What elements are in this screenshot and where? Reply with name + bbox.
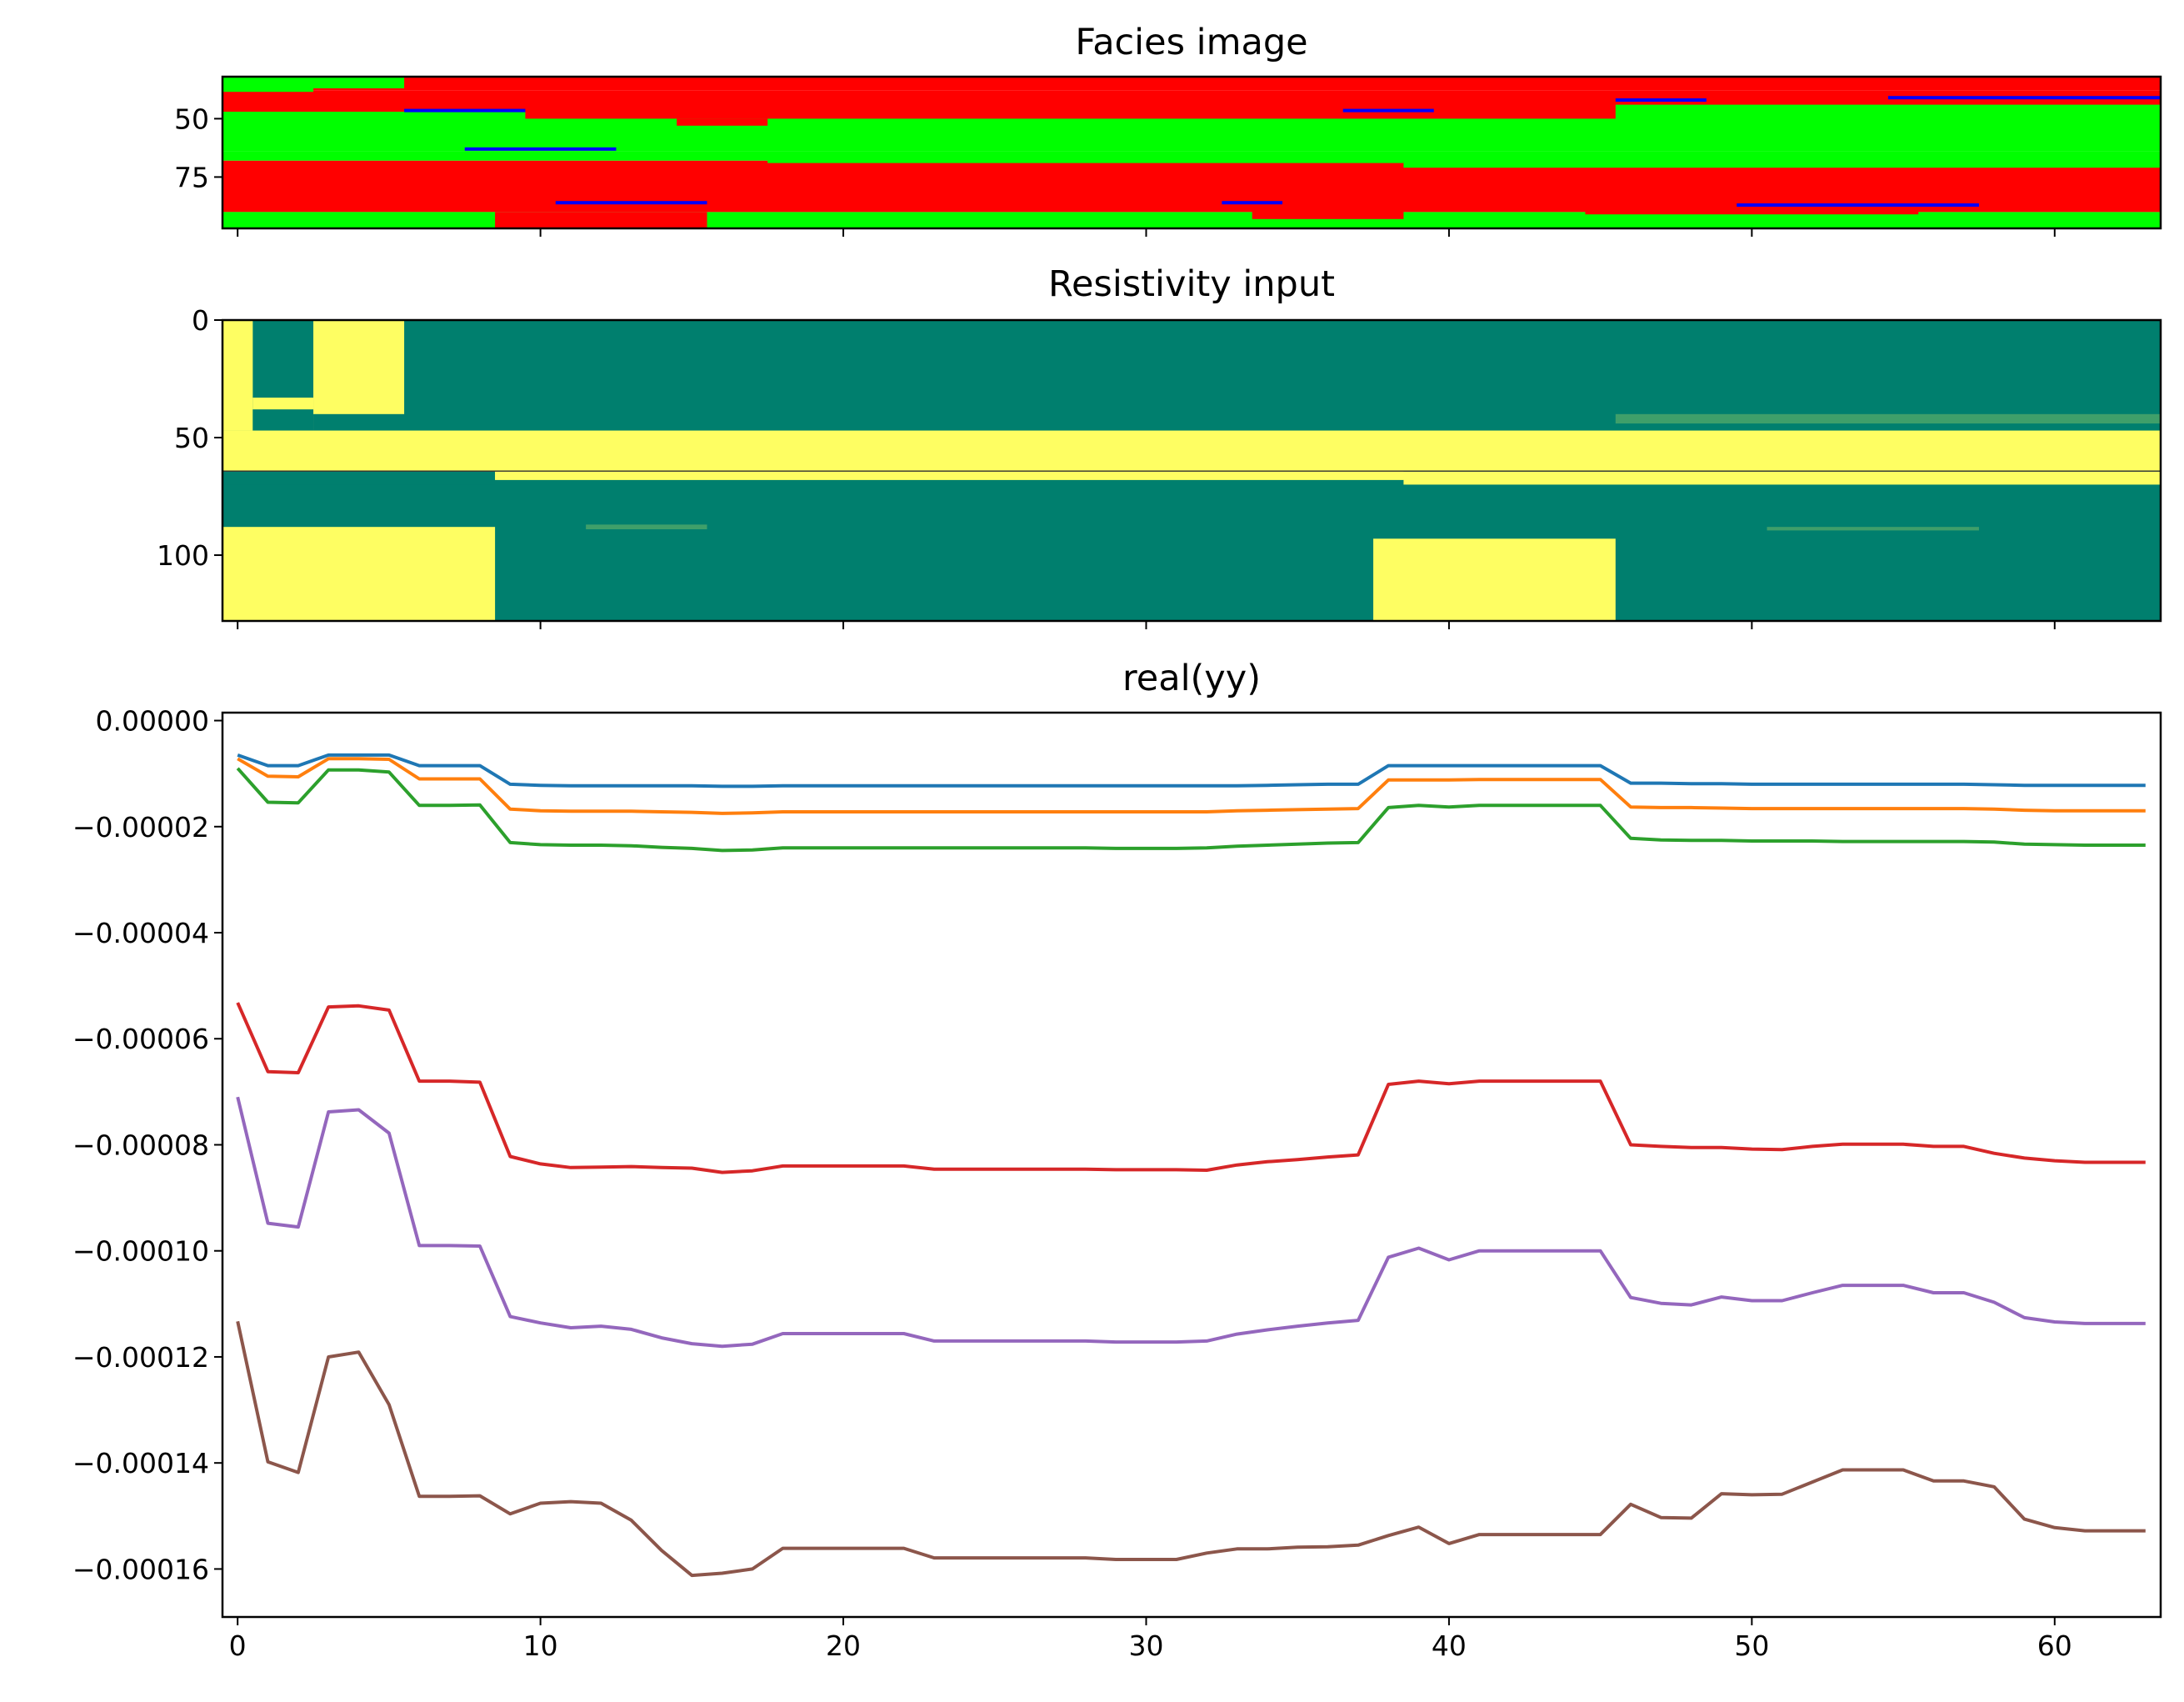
facies-panel: Facies image 50 75: [174, 22, 2162, 237]
resistivity-title: Resistivity input: [1048, 263, 1335, 305]
realyy-ytick-label-7: −0.00014: [72, 1447, 209, 1479]
series-line-5: [236, 1320, 2146, 1578]
facies-blue-layer-2: [464, 147, 617, 151]
facies-ytick-label-1: 75: [174, 161, 209, 193]
realyy-xtick-label-2: 20: [826, 1629, 861, 1662]
realyy-ytick-label-4: −0.00008: [72, 1129, 209, 1161]
facies-axes: 50 75: [174, 103, 2056, 237]
facies-image: [222, 77, 2161, 228]
facies-variation-4: [1615, 104, 2161, 112]
res-thin-line: [222, 470, 2161, 472]
resistivity-frame: [221, 318, 2162, 623]
facies-blue-layer-6: [1887, 96, 2161, 100]
res-bottom-mid: [1373, 538, 1616, 621]
realyy-ytick-label-8: −0.00016: [72, 1553, 209, 1585]
realyy-frame: [221, 711, 2162, 1619]
res-mid-b: [586, 524, 707, 530]
facies-variation-2: [525, 112, 1616, 119]
resistivity-panel: Resistivity input 0 50 100: [157, 263, 2162, 629]
facies-blue-layer-4: [1222, 201, 1283, 205]
facies-variation-8: [495, 212, 707, 228]
realyy-xtick-label-6: 60: [2037, 1629, 2072, 1662]
res-layer-upper: [222, 430, 2161, 471]
facies-blue-layer-3: [555, 201, 707, 205]
resistivity-image: [222, 320, 2161, 621]
res-mid-c: [1767, 527, 1979, 531]
facies-variation-10: [1585, 209, 1919, 215]
res-ytick-label-0: 0: [192, 304, 209, 337]
res-block-a: [222, 320, 253, 431]
realyy-series: [236, 753, 2146, 1578]
res-layer-cut-c: [1403, 471, 2161, 485]
facies-variation-1: [222, 88, 314, 93]
realyy-panel: real(yy) 0 10 20 30 40 50 60 0.00000 −0.00002 −0.…: [72, 658, 2162, 1662]
realyy-xtick-label-0: 0: [229, 1629, 247, 1662]
series-line-2: [236, 767, 2146, 853]
facies-variation-5: [767, 156, 1404, 163]
res-layer-cut-b: [495, 465, 1404, 480]
resistivity-axes: 0 50 100: [157, 304, 2056, 629]
res-mid-a: [1615, 413, 2161, 424]
realyy-title: real(yy): [1122, 658, 1261, 699]
facies-title: Facies image: [1075, 22, 1307, 63]
realyy-ytick-label-1: −0.00002: [72, 811, 209, 843]
realyy-xtick-label-1: 10: [523, 1629, 558, 1662]
facies-frame: [221, 75, 2162, 230]
res-layer-cut-a: [222, 471, 496, 485]
series-line-4: [236, 1096, 2146, 1349]
realyy-ytick-label-0: 0.00000: [96, 705, 209, 738]
realyy-axes: 0 10 20 30 40 50 60 0.00000 −0.00002 −0.00004 −0.0…: [72, 705, 2072, 1662]
facies-variation-9: [1252, 209, 1404, 219]
series-line-0: [237, 753, 2146, 788]
realyy-xtick-label-4: 40: [1432, 1629, 1467, 1662]
facies-blue-layer-1: [1342, 108, 1434, 113]
facies-variation-7: [222, 212, 496, 219]
realyy-xtick-label-5: 50: [1734, 1629, 1769, 1662]
realyy-ytick-label-3: −0.00006: [72, 1023, 209, 1055]
facies-variation-6: [1403, 156, 2161, 168]
res-ytick-label-1: 50: [174, 422, 209, 454]
realyy-ytick-label-2: −0.00004: [72, 917, 209, 949]
facies-band-0: [222, 77, 2161, 91]
res-bottom-left: [222, 527, 496, 621]
realyy-ytick-label-5: −0.00010: [72, 1235, 209, 1268]
series-line-1: [237, 757, 2146, 815]
facies-blue-layer-5: [1615, 98, 1707, 102]
res-block-c: [313, 320, 405, 414]
facies-blue-layer-0: [404, 108, 526, 113]
res-ytick-label-2: 100: [157, 539, 209, 572]
realyy-ytick-label-6: −0.00012: [72, 1341, 209, 1374]
facies-variation-0: [222, 77, 405, 88]
facies-variation-3: [677, 118, 768, 126]
realyy-xtick-label-3: 30: [1128, 1629, 1163, 1662]
series-line-3: [236, 1002, 2146, 1174]
res-block-d: [252, 409, 314, 431]
facies-ytick-label-0: 50: [174, 103, 209, 135]
facies-blue-layer-7: [1737, 203, 1979, 207]
facies-band-3: [222, 123, 2161, 152]
